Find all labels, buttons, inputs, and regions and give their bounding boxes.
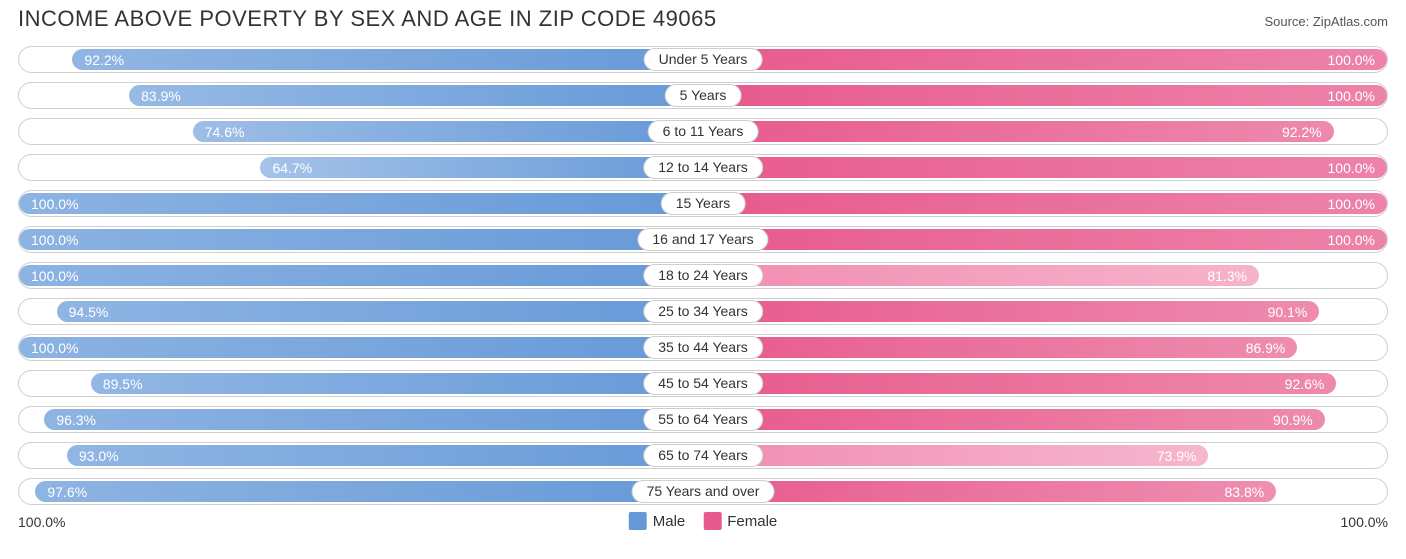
chart-row: 92.2% 100.0% Under 5 Years [18,46,1388,73]
male-value: 100.0% [19,229,90,250]
male-value: 96.3% [44,409,108,430]
axis-left-label: 100.0% [18,514,65,530]
male-value: 74.6% [193,121,257,142]
male-bar: 89.5% [91,373,703,394]
male-bar: 64.7% [260,157,703,178]
category-label: 15 Years [661,192,746,215]
chart-header: INCOME ABOVE POVERTY BY SEX AND AGE IN Z… [18,6,1388,32]
female-bar: 100.0% [703,49,1387,70]
legend-item-male: Male [629,512,686,530]
female-bar: 86.9% [703,337,1297,358]
axis-right-label: 100.0% [1341,514,1388,530]
category-label: 12 to 14 Years [643,156,763,179]
male-bar: 97.6% [35,481,703,502]
category-label: 55 to 64 Years [643,408,763,431]
category-label: 35 to 44 Years [643,336,763,359]
chart-row: 100.0% 81.3% 18 to 24 Years [18,262,1388,289]
chart-row: 100.0% 100.0% 16 and 17 Years [18,226,1388,253]
female-value: 81.3% [1195,265,1259,286]
female-value: 90.1% [1256,301,1320,322]
legend-label-male: Male [653,513,686,530]
chart-row: 83.9% 100.0% 5 Years [18,82,1388,109]
chart-row: 97.6% 83.8% 75 Years and over [18,478,1388,505]
female-value: 100.0% [1316,49,1387,70]
male-value: 94.5% [57,301,121,322]
female-value: 92.6% [1273,373,1337,394]
male-bar: 92.2% [72,49,703,70]
female-bar: 100.0% [703,193,1387,214]
category-label: 75 Years and over [632,480,775,503]
legend-item-female: Female [703,512,777,530]
legend-label-female: Female [727,513,777,530]
male-bar: 100.0% [19,193,703,214]
legend-swatch-female [703,512,721,530]
female-bar: 92.2% [703,121,1334,142]
category-label: 6 to 11 Years [648,120,759,143]
male-value: 97.6% [35,481,99,502]
female-bar: 81.3% [703,265,1259,286]
male-value: 89.5% [91,373,155,394]
legend: Male Female [629,512,778,530]
diverging-bar-chart: 92.2% 100.0% Under 5 Years 83.9% 100.0% 5 Yea… [18,46,1388,505]
female-value: 90.9% [1261,409,1325,430]
chart-row: 100.0% 100.0% 15 Years [18,190,1388,217]
male-bar: 100.0% [19,337,703,358]
chart-row: 64.7% 100.0% 12 to 14 Years [18,154,1388,181]
male-bar: 96.3% [44,409,703,430]
category-label: Under 5 Years [644,48,763,71]
female-bar: 90.9% [703,409,1325,430]
male-bar: 94.5% [57,301,703,322]
chart-row: 74.6% 92.2% 6 to 11 Years [18,118,1388,145]
female-value: 100.0% [1316,229,1387,250]
male-value: 100.0% [19,265,90,286]
female-bar: 73.9% [703,445,1208,466]
male-value: 92.2% [72,49,136,70]
male-value: 93.0% [67,445,131,466]
category-label: 45 to 54 Years [643,372,763,395]
female-value: 73.9% [1145,445,1209,466]
female-bar: 100.0% [703,157,1387,178]
female-bar: 90.1% [703,301,1319,322]
category-label: 65 to 74 Years [643,444,763,467]
male-bar: 74.6% [193,121,703,142]
chart-row: 93.0% 73.9% 65 to 74 Years [18,442,1388,469]
male-value: 83.9% [129,85,193,106]
male-bar: 93.0% [67,445,703,466]
category-label: 16 and 17 Years [637,228,768,251]
female-bar: 83.8% [703,481,1276,502]
female-value: 83.8% [1212,481,1276,502]
male-bar: 100.0% [19,229,703,250]
female-value: 100.0% [1316,85,1387,106]
male-value: 100.0% [19,337,90,358]
male-bar: 83.9% [129,85,703,106]
chart-row: 96.3% 90.9% 55 to 64 Years [18,406,1388,433]
axis: 100.0% Male Female 100.0% [18,512,1388,534]
category-label: 18 to 24 Years [643,264,763,287]
chart-source: Source: ZipAtlas.com [1264,14,1388,29]
chart-row: 94.5% 90.1% 25 to 34 Years [18,298,1388,325]
category-label: 5 Years [665,84,742,107]
male-bar: 100.0% [19,265,703,286]
chart-row: 89.5% 92.6% 45 to 54 Years [18,370,1388,397]
female-bar: 100.0% [703,229,1387,250]
chart-title: INCOME ABOVE POVERTY BY SEX AND AGE IN Z… [18,6,717,32]
male-value: 100.0% [19,193,90,214]
female-value: 100.0% [1316,193,1387,214]
female-value: 92.2% [1270,121,1334,142]
female-bar: 92.6% [703,373,1336,394]
female-bar: 100.0% [703,85,1387,106]
category-label: 25 to 34 Years [643,300,763,323]
male-value: 64.7% [260,157,324,178]
female-value: 86.9% [1234,337,1298,358]
legend-swatch-male [629,512,647,530]
chart-row: 100.0% 86.9% 35 to 44 Years [18,334,1388,361]
female-value: 100.0% [1316,157,1387,178]
